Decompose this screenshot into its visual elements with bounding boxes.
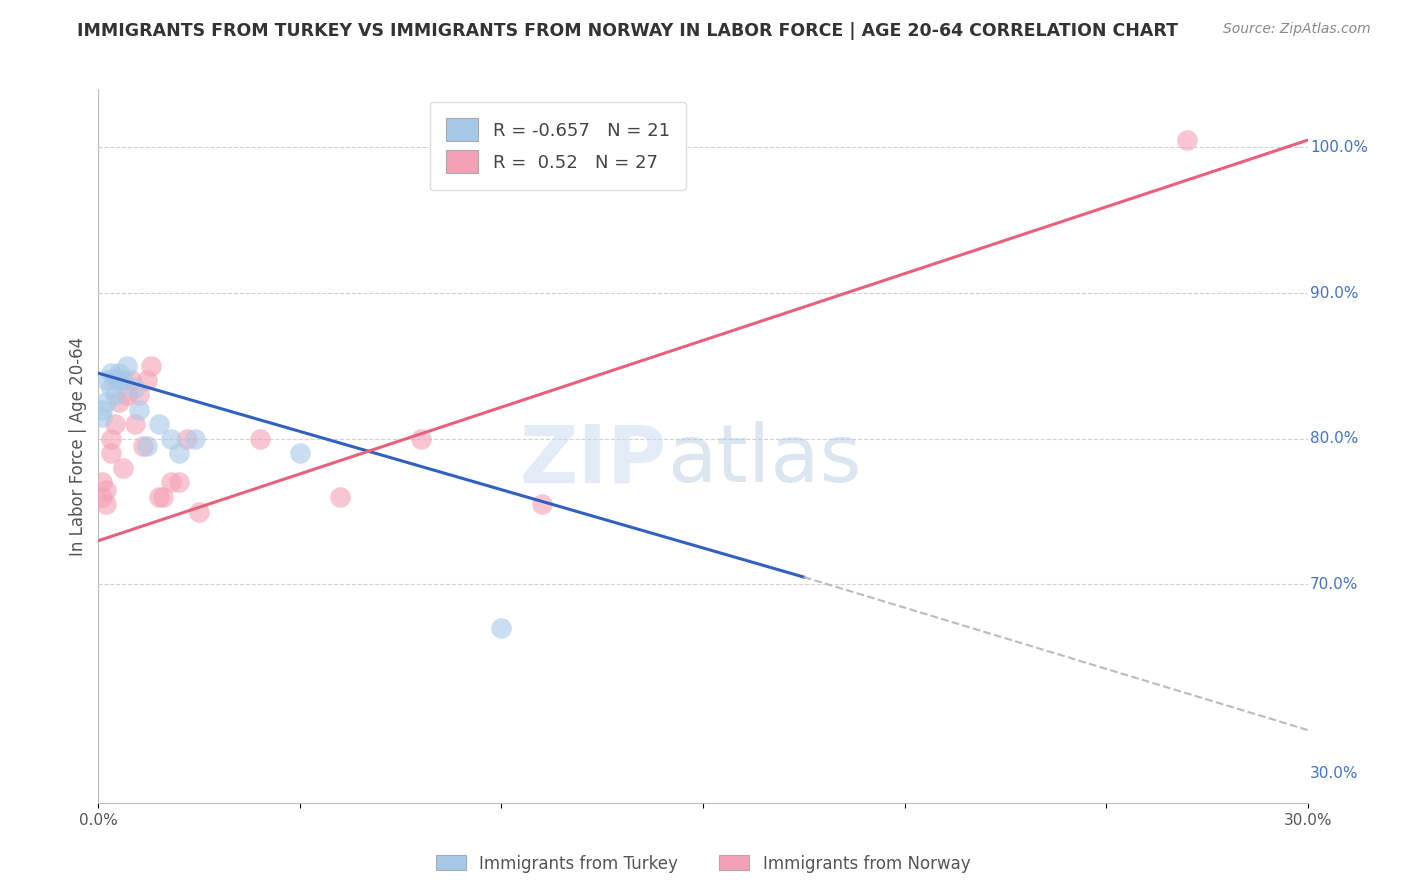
Point	[1175, 133, 1198, 147]
Text: atlas: atlas	[666, 421, 860, 500]
Point	[132, 439, 155, 453]
Text: 30.0%: 30.0%	[1310, 766, 1358, 781]
Point	[184, 432, 207, 446]
Point	[103, 417, 125, 432]
Text: IMMIGRANTS FROM TURKEY VS IMMIGRANTS FROM NORWAY IN LABOR FORCE | AGE 20-64 CORR: IMMIGRANTS FROM TURKEY VS IMMIGRANTS FRO…	[77, 22, 1178, 40]
Point	[103, 388, 125, 402]
Point	[188, 504, 211, 518]
Point	[115, 359, 138, 373]
Point	[91, 490, 114, 504]
Point	[128, 388, 150, 402]
Point	[491, 621, 513, 635]
Point	[103, 370, 125, 384]
Point	[96, 395, 118, 409]
Point	[329, 490, 352, 504]
Point	[96, 497, 118, 511]
Point	[176, 432, 198, 446]
Point	[135, 439, 157, 453]
Point	[128, 402, 150, 417]
Point	[160, 432, 183, 446]
Point	[111, 460, 134, 475]
Legend: Immigrants from Turkey, Immigrants from Norway: Immigrants from Turkey, Immigrants from …	[429, 848, 977, 880]
Text: 70.0%: 70.0%	[1310, 577, 1358, 592]
Point	[135, 374, 157, 388]
Point	[167, 475, 190, 490]
Point	[96, 374, 118, 388]
Point	[148, 417, 170, 432]
Point	[100, 381, 122, 395]
Text: ZIP: ZIP	[519, 421, 666, 500]
Point	[152, 490, 174, 504]
Point	[120, 374, 142, 388]
Point	[115, 388, 138, 402]
Point	[160, 475, 183, 490]
Point	[107, 395, 129, 409]
Point	[91, 475, 114, 490]
Point	[124, 381, 146, 395]
Text: 80.0%: 80.0%	[1310, 431, 1358, 446]
Text: 90.0%: 90.0%	[1310, 285, 1358, 301]
Legend: R = -0.657   N = 21, R =  0.52   N = 27: R = -0.657 N = 21, R = 0.52 N = 27	[430, 102, 686, 190]
Point	[530, 497, 553, 511]
Text: 100.0%: 100.0%	[1310, 140, 1368, 155]
Y-axis label: In Labor Force | Age 20-64: In Labor Force | Age 20-64	[69, 336, 87, 556]
Point	[100, 432, 122, 446]
Point	[91, 409, 114, 424]
Point	[167, 446, 190, 460]
Point	[288, 446, 311, 460]
Point	[249, 432, 271, 446]
Point	[148, 490, 170, 504]
Point	[111, 374, 134, 388]
Point	[107, 366, 129, 380]
Point	[139, 359, 162, 373]
Point	[124, 417, 146, 432]
Text: Source: ZipAtlas.com: Source: ZipAtlas.com	[1223, 22, 1371, 37]
Point	[91, 402, 114, 417]
Point	[409, 432, 432, 446]
Point	[96, 483, 118, 497]
Point	[100, 446, 122, 460]
Point	[107, 374, 129, 388]
Point	[100, 366, 122, 380]
